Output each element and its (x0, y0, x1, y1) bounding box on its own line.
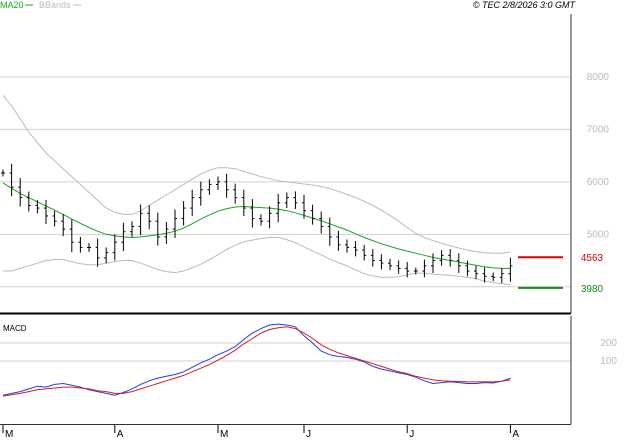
x-tick-label: M (220, 429, 228, 440)
price-bar (95, 238, 100, 267)
price-bar (310, 204, 315, 225)
price-bar (422, 259, 427, 278)
price-bar (164, 222, 169, 245)
legend-ma-label: MA20 (0, 0, 24, 10)
price-bar (267, 206, 272, 229)
price-bar (138, 204, 143, 236)
price-bar (353, 241, 358, 257)
price-bar (18, 178, 23, 207)
price-bar (190, 189, 195, 217)
price-bar (465, 260, 470, 277)
price-bar (499, 267, 504, 284)
x-tick-label: M (5, 429, 13, 440)
price-y-tick-label: 7000 (587, 124, 610, 135)
price-bar (181, 201, 186, 226)
price-bar (362, 244, 367, 261)
legend-bb-label: BBands (39, 0, 71, 10)
macd-y-tick-label: 200 (600, 338, 617, 349)
price-bar (345, 239, 349, 253)
bband-upper-line (2, 94, 511, 254)
price-bar (413, 267, 418, 275)
x-tick-label: J (409, 429, 414, 440)
price-bar (173, 209, 177, 239)
price-bar (1, 169, 5, 177)
price-bar (405, 262, 410, 278)
price-bar (61, 214, 66, 237)
price-bar (370, 249, 375, 267)
price-bar (52, 210, 57, 227)
price-bar (482, 267, 487, 283)
price-bar (491, 272, 496, 282)
price-bar (508, 257, 513, 282)
price-bar (224, 173, 229, 198)
price-bar (112, 234, 117, 261)
price-bar (207, 179, 212, 195)
copyright-text: © TEC 2/8/2026 3:0 GMT (473, 0, 577, 10)
support-level-label: 3980 (581, 284, 604, 295)
price-bar (78, 236, 83, 253)
price-bar (456, 253, 461, 274)
price-bar (327, 217, 332, 246)
x-tick-label: A (117, 429, 124, 440)
price-y-tick-label: 6000 (587, 177, 610, 188)
price-bar (293, 191, 298, 210)
price-bar (233, 183, 238, 204)
price-y-tick-label: 8000 (587, 72, 610, 83)
price-bar (147, 205, 152, 230)
x-tick-label: A (512, 429, 519, 440)
macd-title: MACD (3, 324, 27, 333)
price-bar (87, 242, 91, 252)
price-bar (26, 191, 31, 212)
price-bar (396, 260, 401, 274)
price-y-tick-label: 5000 (587, 229, 610, 240)
price-bar (259, 214, 263, 226)
bband-lower-line (3, 237, 511, 286)
price-bar (104, 247, 109, 264)
macd-y-tick-label: 100 (600, 356, 617, 367)
signal-line (2, 326, 511, 397)
price-bar (336, 230, 341, 251)
x-tick-label: J (306, 429, 311, 440)
price-bar (439, 250, 444, 266)
price-bar (284, 192, 289, 209)
price-bar (121, 222, 126, 252)
resistance-level-label: 4563 (581, 253, 604, 264)
price-bar (302, 194, 306, 219)
price-bar (35, 200, 40, 214)
macd-line (2, 323, 511, 396)
price-bar (431, 253, 435, 274)
price-bar (9, 163, 14, 197)
price-bar (276, 193, 281, 223)
price-bar (155, 212, 160, 246)
price-bar (216, 176, 220, 190)
price-bar (44, 200, 48, 225)
price-bar (379, 254, 384, 270)
price-bar (448, 249, 453, 267)
ma20-line (2, 182, 511, 269)
price-bar (250, 199, 255, 228)
price-bar (130, 221, 134, 237)
price-bar (69, 219, 74, 252)
price-bar (474, 265, 478, 279)
price-bar (198, 181, 203, 206)
price-bar (319, 211, 324, 234)
price-bar (241, 189, 246, 217)
price-bar (388, 258, 392, 271)
